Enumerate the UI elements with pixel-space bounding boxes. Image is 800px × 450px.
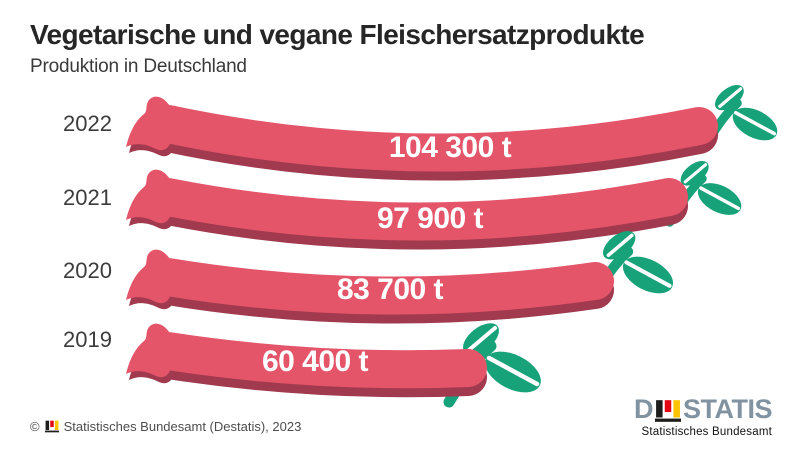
- bar-row-2019: 2019 60 400 t: [63, 317, 547, 402]
- logo-letters-statis: STATIS: [683, 394, 773, 424]
- sausage-bar: [149, 178, 688, 241]
- logo-letter-d: D: [634, 394, 654, 424]
- value-label: 60 400 t: [262, 345, 369, 378]
- value-label: 97 900 t: [377, 202, 484, 235]
- destatis-logo-wordmark: D STATIS: [634, 394, 773, 424]
- destatis-logo: D STATIS Statistisches Bundesamt: [634, 394, 773, 439]
- sausage-bar: [149, 258, 614, 315]
- year-label: 2021: [63, 185, 112, 210]
- year-label: 2019: [63, 327, 112, 352]
- bar-row-2022: 2022 104 300 t: [63, 80, 783, 181]
- year-label: 2022: [63, 111, 112, 136]
- destatis-logo-bars-icon: [655, 400, 681, 422]
- chart-header: Vegetarische und vegane Fleischersatzpro…: [30, 19, 645, 78]
- copyright-line: © Statistisches Bundesamt (Destatis), 20…: [30, 419, 301, 434]
- copyright-text: Statistisches Bundesamt (Destatis), 2023: [63, 419, 302, 434]
- value-label: 104 300 t: [389, 131, 512, 164]
- bar-row-2020: 2020 83 700 t: [63, 226, 679, 324]
- value-label: 83 700 t: [337, 273, 444, 306]
- sausage-bar: [149, 332, 487, 389]
- page-subtitle: Produktion in Deutschland: [30, 55, 247, 77]
- page-title: Vegetarische und vegane Fleischersatzpro…: [30, 19, 645, 50]
- bar-row-2021: 2021 97 900 t: [63, 156, 746, 250]
- year-label: 2020: [63, 258, 112, 283]
- destatis-bar-chart-icon: [44, 420, 59, 433]
- sausage-bar: [149, 105, 718, 172]
- logo-subtitle: Statistisches Bundesamt: [641, 426, 772, 438]
- copyright-symbol: ©: [30, 419, 40, 434]
